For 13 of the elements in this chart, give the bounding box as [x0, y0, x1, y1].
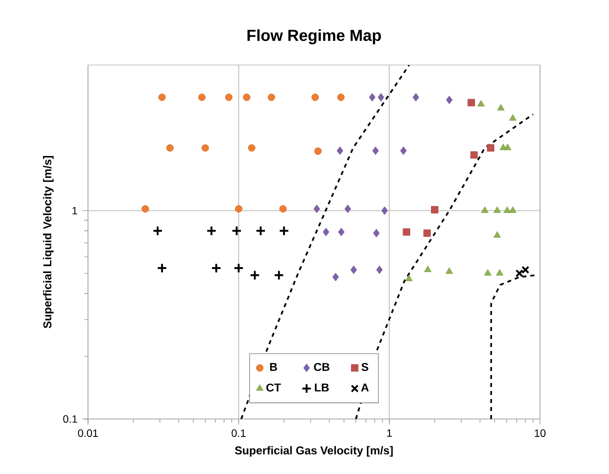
- legend-label: B: [270, 363, 278, 371]
- x-tick-label: 10: [534, 429, 546, 437]
- legend-label: LB: [314, 384, 329, 392]
- legend-label: S: [361, 362, 368, 371]
- legend-label: A: [361, 384, 369, 392]
- x-axis-title: Superficial Gas Velocity [m/s]: [234, 446, 393, 457]
- x-tick-label: 0.01: [78, 429, 98, 437]
- x-tick-label: 1: [387, 429, 392, 437]
- y-axis-title: Superficial Liquid Velocity [m/s]: [43, 156, 54, 328]
- legend-label: CB: [314, 362, 330, 371]
- chart-title: Flow Regime Map: [248, 29, 381, 44]
- legend-label: CT: [266, 384, 281, 392]
- x-tick-label: 0.1: [232, 429, 246, 437]
